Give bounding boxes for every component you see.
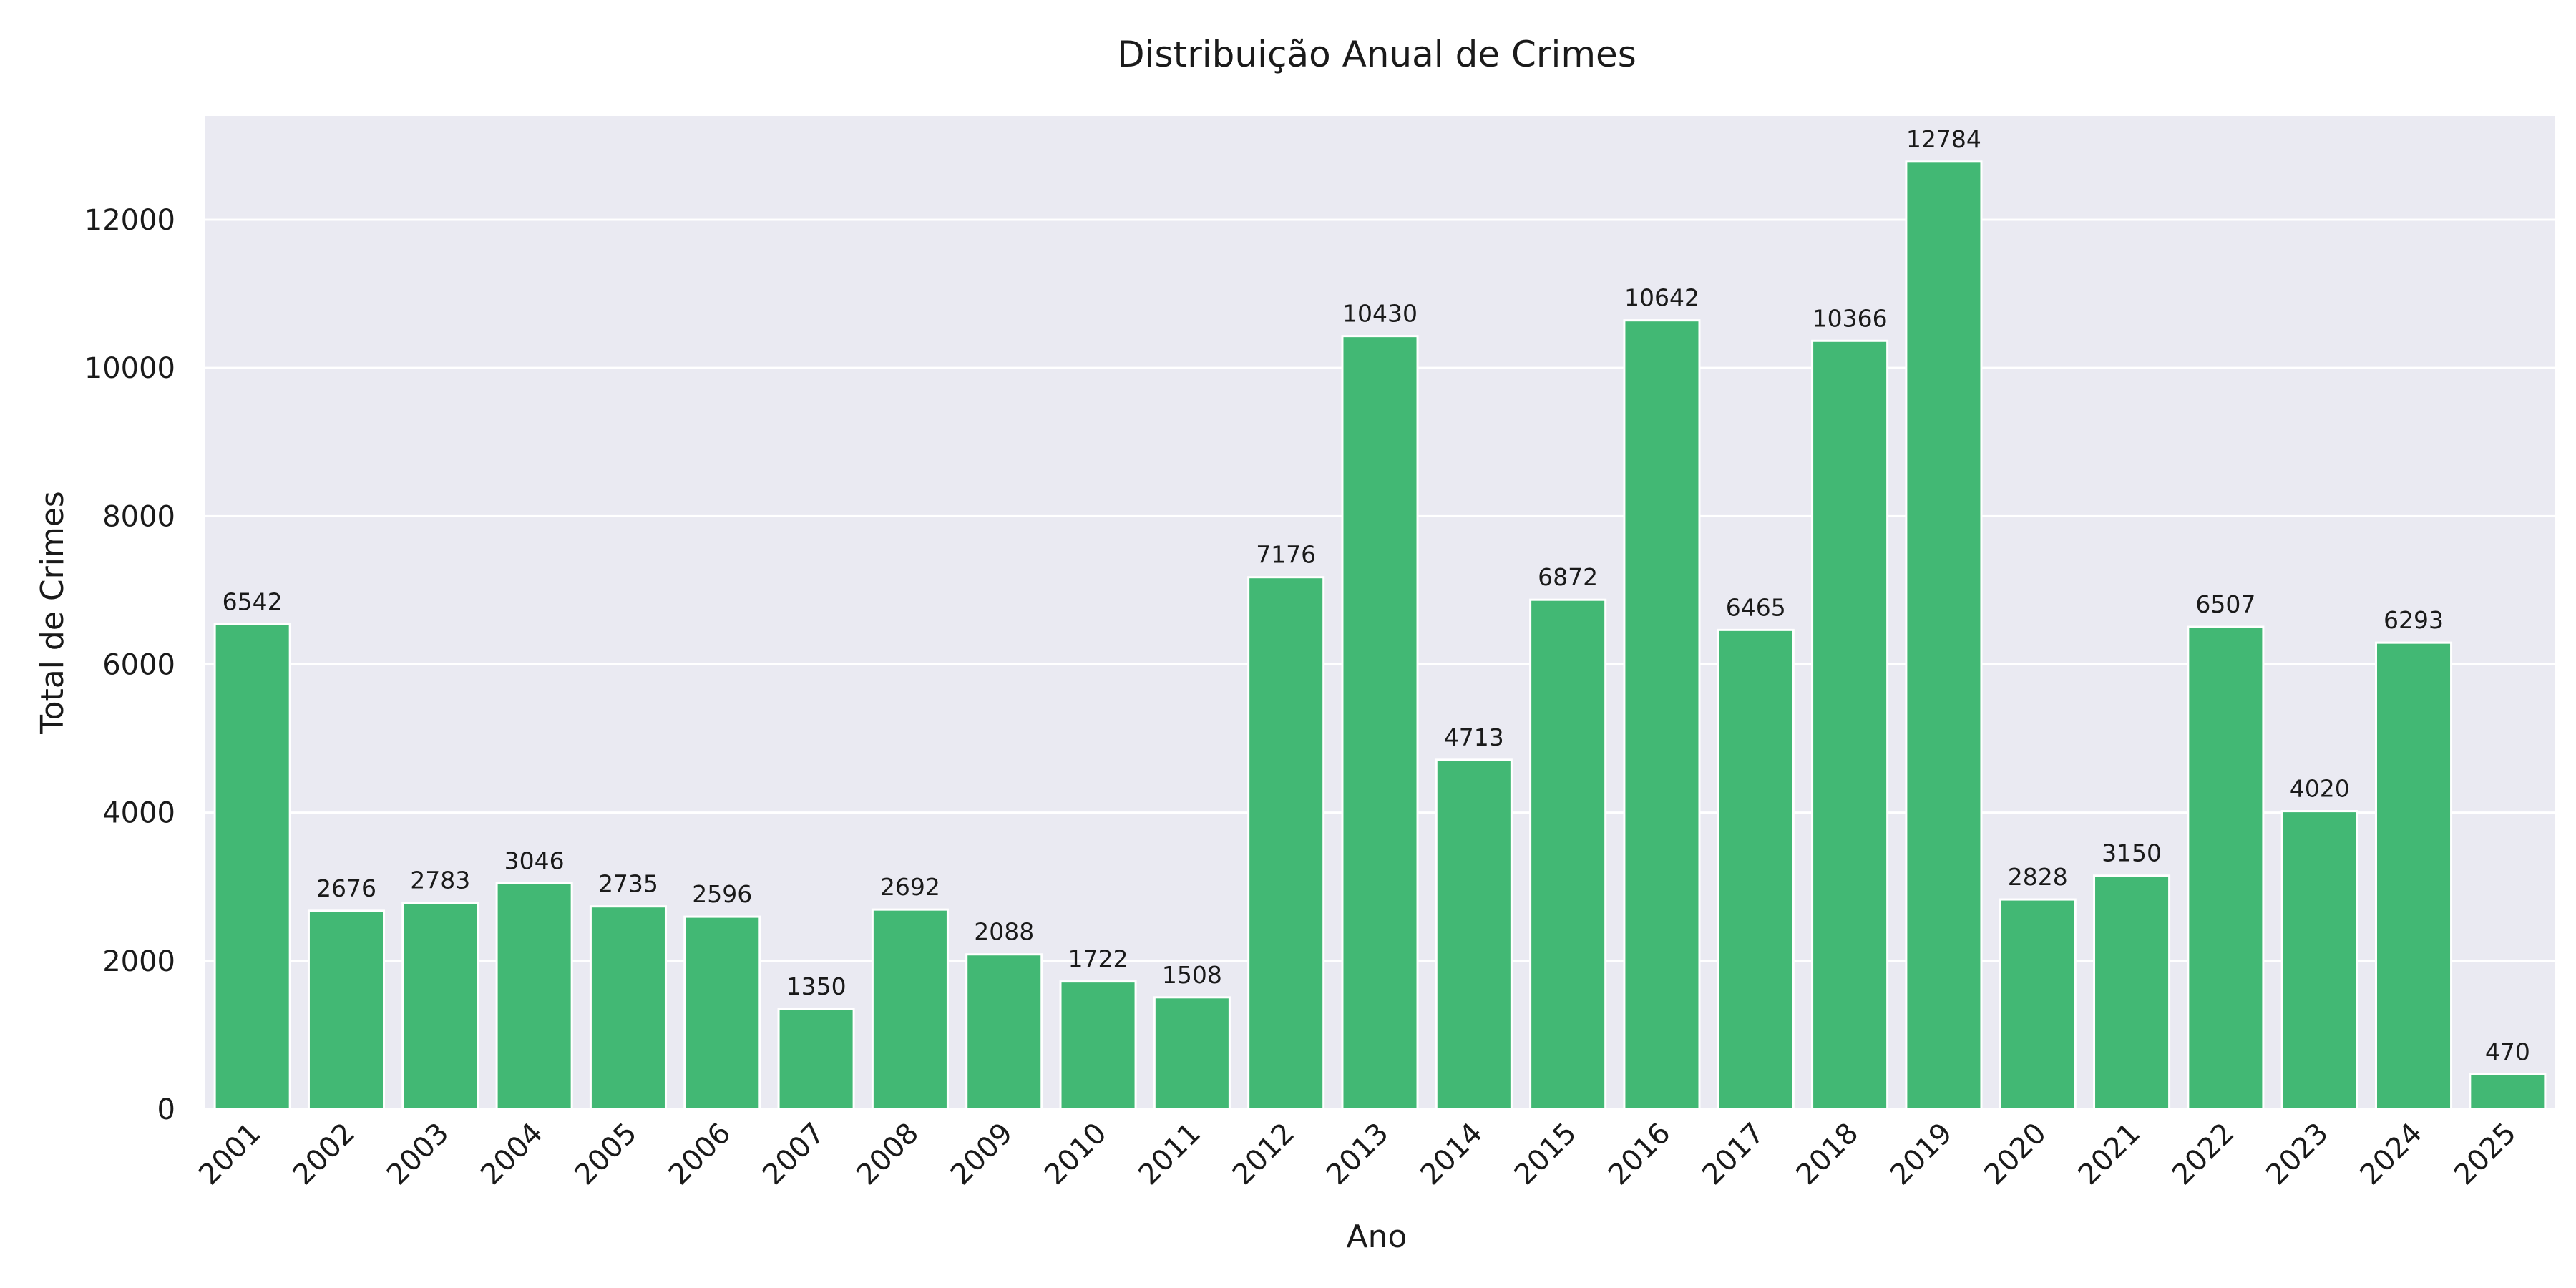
bar-2025 xyxy=(2469,1073,2547,1111)
data-label-2003: 2783 xyxy=(410,867,470,894)
x-tick-label-2010: 2010 xyxy=(1038,1117,1113,1192)
x-axis-title: Ano xyxy=(1347,1219,1407,1255)
x-tick-label-2002: 2002 xyxy=(287,1117,362,1192)
data-labels: 6542 2676 2783 3046 2735 2596 1350 2692 2088 1722… xyxy=(223,125,2530,1066)
data-label-2021: 3150 xyxy=(2102,839,2162,867)
bar-2003 xyxy=(401,902,479,1111)
data-label-2007: 1350 xyxy=(786,972,847,1000)
data-label-2017: 6465 xyxy=(1726,593,1786,621)
y-tick-label: 8000 xyxy=(102,500,175,533)
bar-2008 xyxy=(871,908,949,1111)
x-tick-label-2016: 2016 xyxy=(1602,1117,1677,1192)
bar-2006 xyxy=(683,915,761,1111)
x-tick-label-2004: 2004 xyxy=(474,1117,550,1192)
bar-2011 xyxy=(1153,996,1231,1111)
data-label-2005: 2735 xyxy=(598,870,658,898)
x-tick-label-2013: 2013 xyxy=(1320,1117,1395,1192)
bar-2014 xyxy=(1435,758,1513,1111)
chart-title: Distribuição Anual de Crimes xyxy=(1117,34,1636,75)
bar-2002 xyxy=(307,909,386,1111)
bar-2005 xyxy=(589,905,667,1111)
data-label-2014: 4713 xyxy=(1444,723,1504,751)
data-label-2024: 6293 xyxy=(2384,606,2444,634)
x-tick-label-2007: 2007 xyxy=(756,1117,831,1192)
bar-2022 xyxy=(2187,625,2265,1111)
x-tick-label-2005: 2005 xyxy=(569,1117,644,1192)
x-tick-label-2020: 2020 xyxy=(1978,1117,2053,1192)
bar-2020 xyxy=(1999,898,2077,1111)
y-tick-label: 2000 xyxy=(102,945,175,978)
bar-2004 xyxy=(495,882,573,1111)
y-tick-label: 4000 xyxy=(102,797,175,830)
x-tick-label-2015: 2015 xyxy=(1508,1117,1584,1192)
x-tick-label-2021: 2021 xyxy=(2072,1117,2147,1192)
x-tick-label-2017: 2017 xyxy=(1696,1117,1771,1192)
bar-2010 xyxy=(1059,980,1137,1111)
data-label-2022: 6507 xyxy=(2195,590,2255,618)
x-tick-label-2008: 2008 xyxy=(850,1117,925,1192)
bar-2009 xyxy=(965,953,1043,1111)
data-label-2019: 12784 xyxy=(1906,125,1981,153)
bar-2012 xyxy=(1247,576,1325,1111)
bar-2023 xyxy=(2280,810,2358,1111)
y-tick-label: 6000 xyxy=(102,649,175,682)
x-tick-label-2022: 2022 xyxy=(2166,1117,2241,1192)
bar-2018 xyxy=(1811,339,1889,1111)
data-label-2008: 2692 xyxy=(880,873,940,901)
x-tick-label-2009: 2009 xyxy=(945,1117,1020,1192)
x-tick-label-2019: 2019 xyxy=(1884,1117,1959,1192)
y-axis-title: Total de Crimes xyxy=(34,491,71,735)
y-tick-label: 0 xyxy=(157,1093,175,1126)
data-label-2011: 1508 xyxy=(1162,961,1222,989)
x-tick-label-2001: 2001 xyxy=(192,1117,268,1192)
bar-2007 xyxy=(777,1008,855,1111)
data-label-2016: 10642 xyxy=(1624,284,1699,312)
x-tick-label-2025: 2025 xyxy=(2448,1117,2523,1192)
y-tick-label: 12000 xyxy=(84,204,175,237)
bar-2017 xyxy=(1717,628,1795,1111)
x-tick-label-2011: 2011 xyxy=(1132,1117,1207,1192)
bar-2001 xyxy=(213,623,291,1111)
data-label-2006: 2596 xyxy=(692,880,752,908)
data-label-2023: 4020 xyxy=(2290,775,2350,803)
bar-2021 xyxy=(2093,874,2171,1111)
x-tick-label-2023: 2023 xyxy=(2260,1117,2335,1192)
y-axis-ticks: 0 2000 4000 6000 8000 10000 12000 xyxy=(84,204,175,1126)
x-tick-label-2012: 2012 xyxy=(1226,1117,1302,1192)
data-label-2010: 1722 xyxy=(1068,945,1128,973)
data-label-2004: 3046 xyxy=(504,847,565,874)
x-tick-label-2018: 2018 xyxy=(1790,1117,1865,1192)
x-tick-label-2003: 2003 xyxy=(381,1117,456,1192)
data-label-2015: 6872 xyxy=(1538,563,1598,591)
data-label-2025: 470 xyxy=(2485,1038,2530,1065)
data-label-2013: 10430 xyxy=(1342,300,1418,328)
data-label-2001: 6542 xyxy=(223,587,283,615)
data-label-2018: 10366 xyxy=(1813,304,1888,332)
bar-2024 xyxy=(2374,641,2453,1111)
x-tick-label-2006: 2006 xyxy=(663,1117,738,1192)
x-tick-label-2014: 2014 xyxy=(1414,1117,1489,1192)
bar-2016 xyxy=(1623,319,1701,1111)
bar-2013 xyxy=(1341,335,1419,1111)
data-label-2002: 2676 xyxy=(316,874,376,902)
data-label-2009: 2088 xyxy=(974,918,1034,946)
y-tick-label: 10000 xyxy=(84,352,175,385)
bar-2015 xyxy=(1529,598,1607,1111)
bar-2019 xyxy=(1905,160,1983,1111)
bars xyxy=(213,160,2547,1111)
data-label-2012: 7176 xyxy=(1256,541,1316,569)
data-label-2020: 2828 xyxy=(2008,863,2068,891)
x-axis-ticks: 2001 2002 2003 2004 2005 2006 2007 2008 2009 2010… xyxy=(192,1117,2522,1192)
x-tick-label-2024: 2024 xyxy=(2354,1117,2429,1192)
